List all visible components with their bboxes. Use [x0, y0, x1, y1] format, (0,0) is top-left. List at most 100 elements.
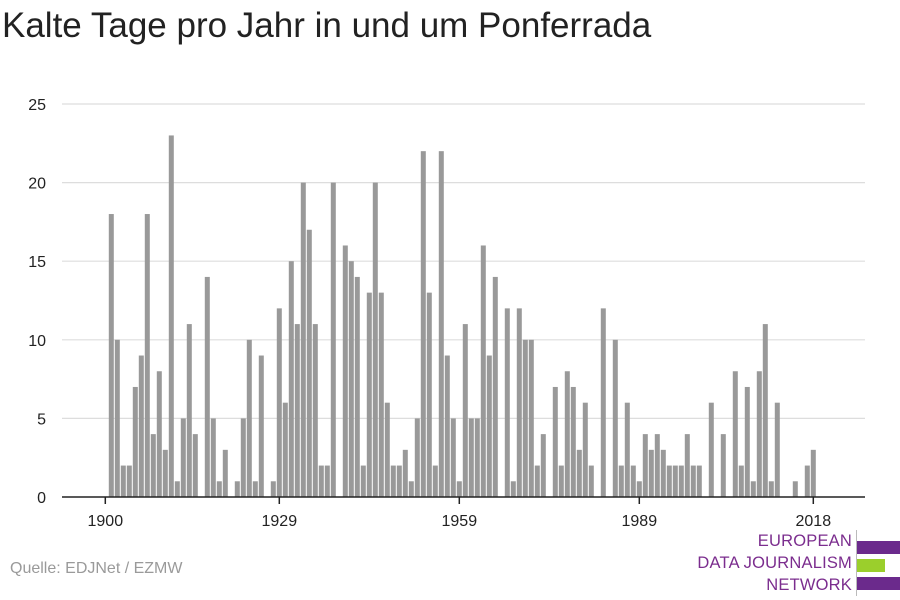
- bar: [540, 434, 546, 497]
- bar: [216, 481, 222, 497]
- bar-chart: 0 5 10 15 20 25 1900 1929 1959 1989 2018: [28, 97, 865, 530]
- bar: [318, 465, 324, 497]
- bar: [342, 245, 348, 497]
- bar: [708, 402, 714, 497]
- bar: [660, 449, 666, 497]
- bar: [306, 229, 312, 497]
- bar: [474, 418, 480, 497]
- bar: [420, 151, 426, 497]
- logo-line-2: DATA JOURNALISM: [697, 554, 852, 572]
- bar: [234, 481, 240, 497]
- x-axis-ticks: 1900 1929 1959 1989 2018: [88, 497, 832, 530]
- bar: [240, 418, 246, 497]
- bar: [810, 449, 816, 497]
- bar: [630, 465, 636, 497]
- bar: [300, 182, 306, 497]
- bar: [138, 355, 144, 497]
- bar: [510, 481, 516, 497]
- logo-line-3: NETWORK: [766, 576, 852, 594]
- bar: [744, 386, 750, 497]
- bar: [330, 182, 336, 497]
- bar: [576, 449, 582, 497]
- bar: [192, 434, 198, 497]
- bar: [504, 308, 510, 497]
- bar: [402, 449, 408, 497]
- x-tick-label: 1989: [622, 513, 658, 530]
- bar: [384, 402, 390, 497]
- y-tick-label: 5: [37, 411, 46, 428]
- bar: [246, 339, 252, 497]
- bar: [168, 135, 174, 497]
- logo-stripe-purple-bottom: [857, 577, 900, 590]
- bar: [294, 324, 300, 497]
- bar: [366, 292, 372, 497]
- bar: [804, 465, 810, 497]
- bar: [564, 371, 570, 497]
- bar: [432, 465, 438, 497]
- bar: [582, 402, 588, 497]
- x-tick-label: 2018: [796, 513, 832, 530]
- x-tick-label: 1900: [88, 513, 124, 530]
- bar: [534, 465, 540, 497]
- bar: [258, 355, 264, 497]
- bar: [372, 182, 378, 497]
- bar: [600, 308, 606, 497]
- bar: [444, 355, 450, 497]
- bar: [450, 418, 456, 497]
- bar: [696, 465, 702, 497]
- logo-stripe-purple-top: [857, 541, 900, 554]
- bar: [324, 465, 330, 497]
- x-tick-label: 1959: [442, 513, 478, 530]
- bar: [438, 151, 444, 497]
- bar: [618, 465, 624, 497]
- bar: [672, 465, 678, 497]
- y-tick-label: 25: [28, 97, 46, 114]
- bar: [408, 481, 414, 497]
- bar: [738, 465, 744, 497]
- edjnet-logo: EUROPEAN DATA JOURNALISM NETWORK: [690, 530, 900, 596]
- bar: [360, 465, 366, 497]
- bar: [570, 386, 576, 497]
- bar: [468, 418, 474, 497]
- bar: [180, 418, 186, 497]
- bar: [486, 355, 492, 497]
- y-tick-label: 0: [37, 490, 46, 507]
- bar: [768, 481, 774, 497]
- bar: [288, 261, 294, 497]
- y-tick-label: 20: [28, 176, 46, 193]
- bar: [354, 276, 360, 497]
- bar: [150, 434, 156, 497]
- bar: [390, 465, 396, 497]
- bar: [792, 481, 798, 497]
- bar: [690, 465, 696, 497]
- bar: [108, 214, 114, 498]
- bar: [414, 418, 420, 497]
- bar: [750, 481, 756, 497]
- bars: [108, 135, 816, 498]
- bar: [552, 386, 558, 497]
- bar: [348, 261, 354, 497]
- bar: [396, 465, 402, 497]
- bar: [456, 481, 462, 497]
- bar: [654, 434, 660, 497]
- bar: [666, 465, 672, 497]
- bar: [492, 276, 498, 497]
- y-tick-label: 15: [28, 254, 46, 271]
- bar: [462, 324, 468, 497]
- bar: [156, 371, 162, 497]
- logo-divider: [856, 530, 857, 596]
- bar: [132, 386, 138, 497]
- x-tick-label: 1929: [262, 513, 298, 530]
- bar: [642, 434, 648, 497]
- bar: [522, 339, 528, 497]
- bar: [636, 481, 642, 497]
- bar: [516, 308, 522, 497]
- bar: [624, 402, 630, 497]
- bar: [144, 214, 150, 498]
- logo-line-1: EUROPEAN: [757, 532, 852, 550]
- bar: [174, 481, 180, 497]
- bar: [120, 465, 126, 497]
- bar: [558, 465, 564, 497]
- bar: [678, 465, 684, 497]
- bar: [756, 371, 762, 497]
